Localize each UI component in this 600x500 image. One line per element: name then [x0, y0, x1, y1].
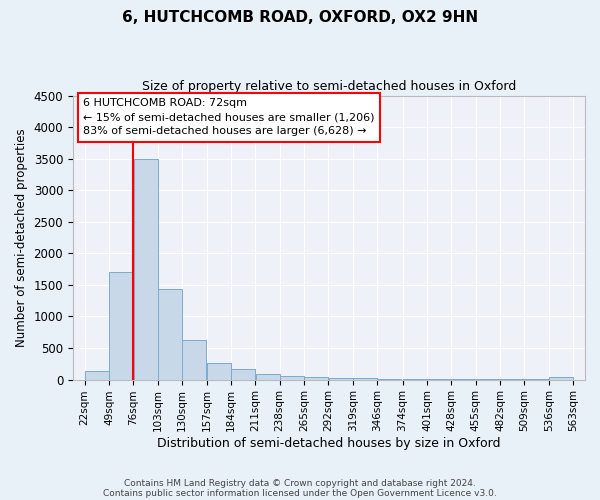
X-axis label: Distribution of semi-detached houses by size in Oxford: Distribution of semi-detached houses by … — [157, 437, 501, 450]
Bar — [427, 379, 451, 380]
Y-axis label: Number of semi-detached properties: Number of semi-detached properties — [15, 128, 28, 347]
Title: Size of property relative to semi-detached houses in Oxford: Size of property relative to semi-detach… — [142, 80, 516, 93]
Text: 6 HUTCHCOMB ROAD: 72sqm
← 15% of semi-detached houses are smaller (1,206)
83% of: 6 HUTCHCOMB ROAD: 72sqm ← 15% of semi-de… — [83, 98, 374, 136]
Bar — [377, 378, 401, 380]
Text: Contains public sector information licensed under the Open Government Licence v3: Contains public sector information licen… — [103, 488, 497, 498]
Bar — [207, 362, 231, 380]
Bar — [231, 370, 255, 380]
Bar — [353, 378, 377, 380]
Bar — [329, 378, 353, 380]
Bar — [549, 377, 573, 380]
Bar — [280, 376, 304, 380]
Text: 6, HUTCHCOMB ROAD, OXFORD, OX2 9HN: 6, HUTCHCOMB ROAD, OXFORD, OX2 9HN — [122, 10, 478, 25]
Bar — [158, 288, 182, 380]
Bar — [85, 371, 109, 380]
Bar — [134, 158, 158, 380]
Bar — [256, 374, 280, 380]
Bar — [304, 377, 328, 380]
Bar — [109, 272, 133, 380]
Bar — [403, 379, 427, 380]
Bar — [182, 340, 206, 380]
Text: Contains HM Land Registry data © Crown copyright and database right 2024.: Contains HM Land Registry data © Crown c… — [124, 478, 476, 488]
